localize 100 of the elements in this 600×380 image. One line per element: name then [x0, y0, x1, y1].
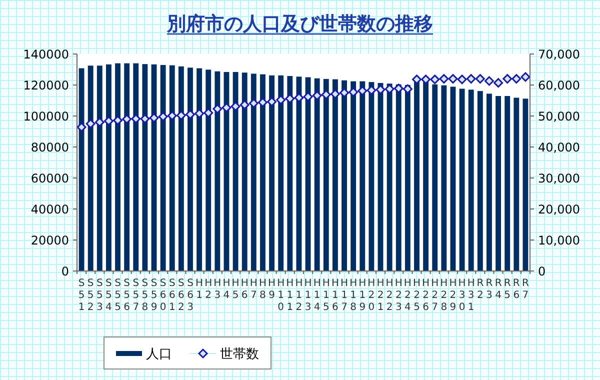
x-tick-label: S56	[124, 278, 130, 313]
point	[131, 114, 141, 124]
x-tick-label: H27	[431, 278, 439, 313]
x-tick-label: H16	[331, 278, 339, 313]
point	[149, 113, 159, 123]
point	[294, 92, 304, 102]
point	[430, 74, 440, 84]
point	[394, 84, 404, 94]
bar	[178, 66, 184, 271]
y2-tick-label: 60,000	[538, 78, 580, 92]
point	[186, 110, 195, 120]
x-tick-label: R6	[512, 278, 520, 301]
point	[520, 72, 530, 82]
x-tick-label: H29	[449, 278, 457, 313]
point	[212, 104, 222, 114]
bar	[169, 65, 175, 271]
point	[104, 116, 114, 126]
bar	[459, 88, 465, 271]
y-tick-label: 0	[61, 264, 69, 278]
point	[248, 98, 258, 108]
bar	[287, 76, 293, 271]
bar	[332, 79, 338, 271]
x-tick-label: H28	[440, 278, 448, 313]
x-tick-label: S62	[178, 278, 184, 313]
point	[312, 90, 322, 100]
y-tick-label: 40000	[30, 202, 69, 216]
point	[484, 76, 494, 86]
bar	[496, 96, 502, 271]
x-tick-label: S53	[96, 278, 103, 313]
bar	[160, 65, 166, 271]
x-tick-label: H21	[376, 278, 384, 313]
point	[412, 74, 422, 84]
bar	[115, 63, 120, 271]
bar	[196, 68, 202, 271]
x-tick-label: H31	[467, 278, 475, 313]
bar	[522, 98, 528, 271]
x-tick-label: H17	[340, 278, 348, 313]
y-tick-label: 60000	[30, 172, 69, 186]
x-tick-label: H6	[240, 278, 248, 301]
point	[204, 108, 214, 118]
point	[240, 100, 250, 110]
point	[348, 87, 358, 97]
bar	[514, 98, 520, 271]
point	[502, 74, 512, 84]
bar	[350, 81, 356, 271]
point	[76, 122, 86, 132]
point	[285, 94, 295, 104]
y2-tick-label: 20,000	[538, 202, 580, 216]
point	[475, 74, 485, 84]
bar	[504, 96, 510, 271]
bar	[242, 72, 248, 271]
x-tick-label: S55	[114, 278, 121, 313]
x-tick-label: H5	[232, 278, 240, 301]
y2-tick-label: 50,000	[538, 110, 580, 124]
x-tick-label: R4	[494, 278, 502, 301]
point	[494, 78, 504, 88]
point	[421, 74, 431, 84]
x-tick-label: S51	[78, 278, 85, 313]
bar	[432, 84, 438, 271]
y-tick-label: 80000	[30, 140, 69, 154]
x-tick-label: R2	[476, 278, 484, 301]
point	[512, 74, 522, 84]
bar	[206, 70, 212, 271]
point	[366, 86, 376, 96]
point	[303, 92, 313, 102]
legend-label: 世帯数	[220, 347, 259, 362]
x-tick-label: R3	[486, 278, 493, 301]
point	[86, 119, 96, 128]
bar	[214, 71, 220, 271]
x-tick-label: H4	[222, 278, 230, 301]
x-tick-label: S63	[187, 278, 194, 313]
point	[330, 89, 340, 99]
y2-tick-label: 30,000	[538, 172, 580, 186]
x-tick-label: H13	[304, 278, 312, 313]
x-tick-label: H30	[458, 278, 466, 313]
bar	[323, 78, 329, 271]
x-tick-label: H14	[313, 278, 321, 313]
chart-title: 別府市の人口及び世帯数の推移	[166, 13, 433, 35]
point	[384, 84, 394, 94]
bar	[278, 75, 284, 271]
point	[276, 95, 286, 105]
bar	[486, 94, 492, 271]
point	[340, 88, 350, 98]
bar	[314, 78, 320, 271]
bar	[342, 80, 347, 271]
x-tick-label: S59	[150, 278, 158, 313]
point	[167, 110, 177, 120]
bar	[106, 64, 112, 271]
point	[113, 116, 123, 126]
point	[230, 102, 240, 112]
bar	[250, 74, 256, 271]
point	[194, 108, 204, 118]
x-tick-label: H3	[214, 278, 222, 301]
x-tick-label: H15	[322, 278, 330, 313]
bar	[368, 82, 374, 271]
x-tick-label: S52	[87, 278, 94, 313]
x-tick-label: H18	[350, 278, 358, 313]
x-tick-label: H1	[196, 278, 204, 301]
bar	[423, 80, 429, 271]
bar	[188, 68, 193, 271]
